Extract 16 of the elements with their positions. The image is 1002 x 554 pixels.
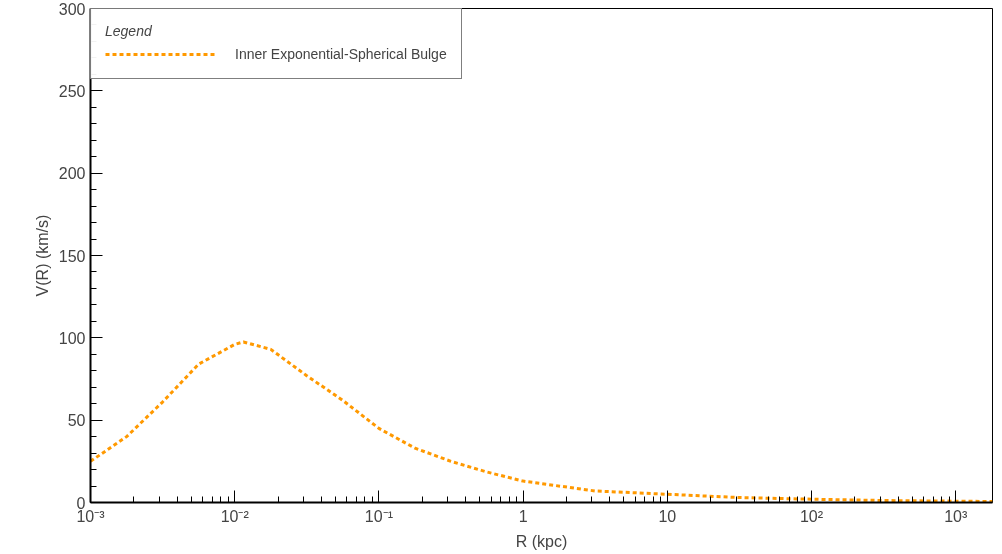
x-axis-title: R (kpc) xyxy=(515,532,568,550)
x-tick-label: 10³ xyxy=(944,507,968,525)
y-tick-label: 150 xyxy=(58,247,86,265)
y-axis-title: V(R) (km/s) xyxy=(33,214,51,297)
x-tick-label: 10 xyxy=(658,507,677,525)
x-tick-label: 10⁻¹ xyxy=(364,507,393,525)
y-tick-label: 250 xyxy=(58,82,86,100)
text: Inner Exponential-Spherical Bulge xyxy=(235,46,447,62)
y-tick-label: 300 xyxy=(58,0,86,18)
legend-title: Legend xyxy=(105,23,153,39)
x-tick-label: 10² xyxy=(799,507,824,525)
y-tick-label: 200 xyxy=(58,165,86,183)
x-tick-label: 1 xyxy=(518,507,528,525)
y-tick-label: 50 xyxy=(67,412,86,430)
x-tick-label: 10⁻² xyxy=(220,507,250,525)
y-tick-label: 100 xyxy=(58,329,86,347)
